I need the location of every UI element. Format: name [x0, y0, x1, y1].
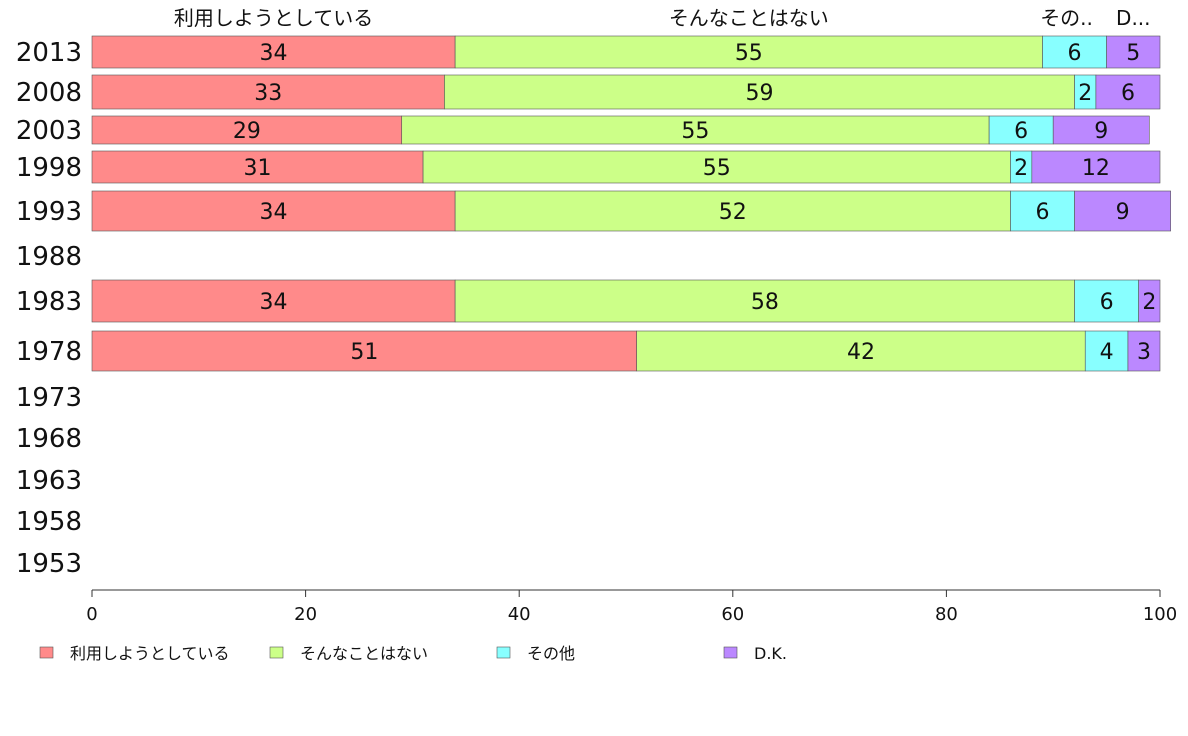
- bar-segment-1978-2: [1084, 330, 1129, 372]
- legend-swatch-3: [723, 646, 738, 659]
- legend-label-0: 利用しようとしている: [70, 644, 230, 663]
- bar-segment-2003-0: [91, 115, 403, 145]
- bar-segment-1998-0: [91, 150, 424, 184]
- top-label-1: そんなことはない: [669, 6, 829, 30]
- bar-value-label-2003-3: 9: [1094, 119, 1108, 144]
- year-label-2003: 2003: [16, 116, 82, 146]
- legend-swatch-1: [269, 646, 284, 659]
- top-label-0: 利用しようとしている: [174, 6, 373, 30]
- legend-label-2: その他: [527, 644, 575, 663]
- legend-swatch-2: [496, 646, 511, 659]
- year-label-1998: 1998: [16, 153, 82, 183]
- bar-value-label-2008-2: 2: [1078, 81, 1092, 106]
- year-label-2013: 2013: [16, 38, 82, 68]
- legend-label-1: そんなことはない: [300, 644, 428, 663]
- bar-segment-2008-0: [91, 74, 445, 110]
- legend-swatch-0: [39, 646, 54, 659]
- bar-value-label-2013-3: 5: [1126, 41, 1140, 66]
- bar-value-label-2003-0: 29: [233, 119, 261, 144]
- bar-value-label-1978-3: 3: [1137, 340, 1151, 365]
- bar-segment-2013-1: [454, 35, 1043, 69]
- bar-value-label-1978-2: 4: [1100, 340, 1114, 365]
- year-label-2008: 2008: [16, 78, 82, 108]
- legend-label-3: D.K.: [754, 644, 787, 663]
- bar-value-label-1983-1: 58: [751, 290, 779, 315]
- bar-value-label-2008-3: 6: [1121, 81, 1135, 106]
- bar-value-label-1983-2: 6: [1100, 290, 1114, 315]
- bar-segment-1978-0: [91, 330, 637, 372]
- bar-value-label-1993-1: 52: [719, 200, 747, 225]
- bar-value-label-2013-0: 34: [260, 41, 288, 66]
- bar-value-label-2013-1: 55: [735, 41, 763, 66]
- bar-segment-2003-3: [1052, 115, 1150, 145]
- year-label-1983: 1983: [16, 287, 82, 317]
- bar-value-label-2008-0: 33: [254, 81, 282, 106]
- bar-value-label-1998-2: 2: [1014, 156, 1028, 181]
- bar-segment-1998-3: [1031, 150, 1161, 184]
- top-label-3: D...: [1116, 6, 1150, 30]
- bar-segment-1993-3: [1074, 190, 1171, 232]
- x-tick-label-100: 100: [1143, 604, 1177, 625]
- year-label-1953: 1953: [16, 549, 82, 579]
- bar-segment-2013-2: [1042, 35, 1107, 69]
- bar-segment-1978-3: [1127, 330, 1161, 372]
- bar-segment-1983-2: [1074, 279, 1139, 323]
- bar-segment-2003-1: [401, 115, 990, 145]
- bar-value-label-2013-2: 6: [1068, 41, 1082, 66]
- year-label-1978: 1978: [16, 337, 82, 367]
- bar-segment-2008-1: [444, 74, 1075, 110]
- bar-segment-1983-1: [454, 279, 1075, 323]
- bar-segment-2013-0: [91, 35, 456, 69]
- year-label-1958: 1958: [16, 507, 82, 537]
- x-tick-label-80: 80: [935, 604, 958, 625]
- year-label-1993: 1993: [16, 197, 82, 227]
- bar-segment-2013-3: [1106, 35, 1161, 69]
- bar-value-label-1998-1: 55: [703, 156, 731, 181]
- bar-value-label-1983-3: 2: [1142, 290, 1156, 315]
- bar-segment-2008-3: [1095, 74, 1161, 110]
- bar-value-label-1993-0: 34: [260, 200, 288, 225]
- bar-value-label-1978-1: 42: [847, 340, 875, 365]
- bar-value-label-1998-3: 12: [1082, 156, 1110, 181]
- bar-value-label-1978-0: 51: [350, 340, 378, 365]
- bar-value-label-2003-1: 55: [681, 119, 709, 144]
- year-label-1963: 1963: [16, 466, 82, 496]
- bar-value-label-1993-2: 6: [1036, 200, 1050, 225]
- bar-value-label-1983-0: 34: [260, 290, 288, 315]
- x-tick-label-20: 20: [294, 604, 317, 625]
- bar-value-label-2008-1: 59: [746, 81, 774, 106]
- year-label-1968: 1968: [16, 424, 82, 454]
- bar-segment-1993-2: [1010, 190, 1075, 232]
- top-label-2: その..: [1040, 6, 1093, 30]
- x-tick-label-0: 0: [86, 604, 97, 625]
- x-tick-label-40: 40: [508, 604, 531, 625]
- year-label-1973: 1973: [16, 383, 82, 413]
- bar-value-label-1993-3: 9: [1116, 200, 1130, 225]
- bar-segment-1998-1: [422, 150, 1011, 184]
- bar-segment-2003-2: [988, 115, 1054, 145]
- bar-value-label-2003-2: 6: [1014, 119, 1028, 144]
- x-tick-label-60: 60: [721, 604, 744, 625]
- bar-segment-1983-3: [1138, 279, 1161, 323]
- year-label-1988: 1988: [16, 242, 82, 272]
- bar-segment-1978-1: [636, 330, 1086, 372]
- bar-value-label-1998-0: 31: [244, 156, 272, 181]
